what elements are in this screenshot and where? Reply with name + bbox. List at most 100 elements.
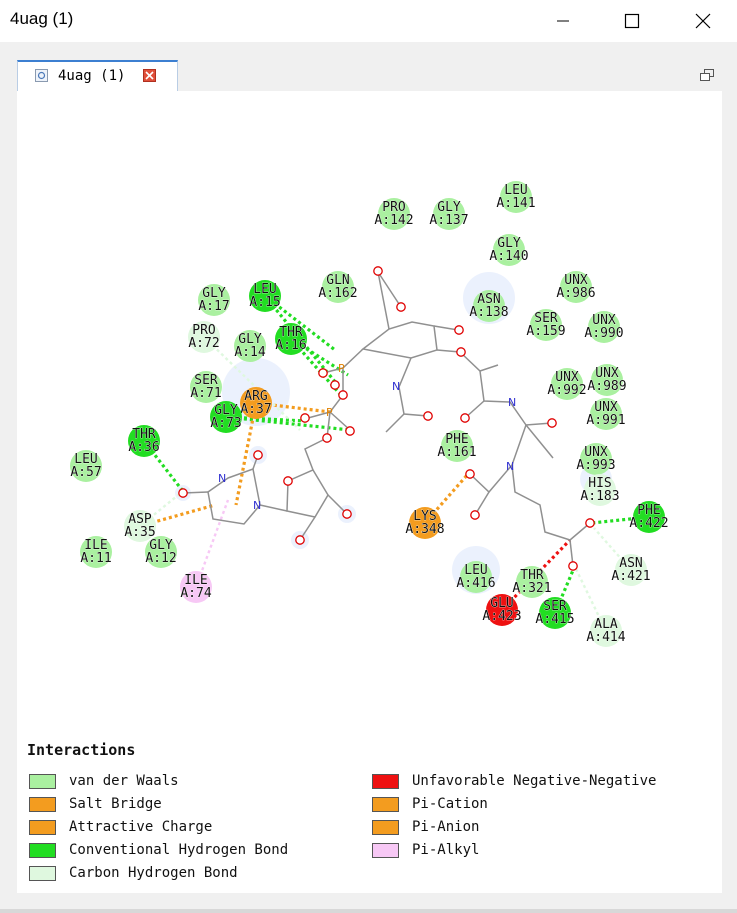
phosphorus-atom: P [326, 406, 333, 419]
nitrogen-atom: N [392, 380, 400, 393]
residue-name: SER [534, 311, 558, 326]
legend-item: Carbon Hydrogen Bond [29, 864, 238, 882]
nitrogen-atom: N [508, 396, 516, 409]
residue-number: A:183 [580, 489, 619, 504]
tab-4uag[interactable]: 4uag (1) [17, 60, 178, 91]
tab-close-button[interactable] [143, 69, 156, 82]
residue-number: A:137 [429, 213, 468, 228]
residue-number: A:12 [145, 551, 176, 566]
legend-item: Pi-Anion [372, 818, 479, 836]
legend-swatch [29, 773, 56, 789]
residue-number: A:993 [576, 458, 615, 473]
residue-name: ASN [477, 292, 500, 307]
window-titlebar: 4uag (1) [0, 0, 737, 42]
minimize-button[interactable] [540, 0, 586, 42]
oxygen-atom [585, 518, 595, 528]
close-icon [695, 13, 711, 29]
close-icon [145, 71, 154, 80]
oxygen-atom [470, 510, 480, 520]
residue-disc [128, 425, 160, 457]
oxygen-atom [342, 509, 352, 519]
residue-disc [80, 536, 112, 568]
oxygen-atom [338, 390, 348, 400]
residue-name: LYS [413, 509, 436, 524]
residue-number: A:159 [526, 324, 565, 339]
oxygen-atom [295, 535, 305, 545]
close-button[interactable] [680, 0, 726, 42]
residue-number: A:16 [275, 338, 306, 353]
residue-name: ILE [84, 538, 107, 553]
residue-name: PHE [637, 503, 660, 518]
residue-number: A:416 [456, 576, 495, 591]
residue-name: GLY [149, 538, 173, 553]
legend-item: Salt Bridge [29, 795, 162, 813]
residue-name: PRO [192, 323, 216, 338]
residue-name: ARG [244, 389, 268, 404]
legend-swatch [372, 796, 399, 812]
residue-number: A:161 [437, 445, 476, 460]
residue-disc [210, 401, 242, 433]
phosphorus-atom: P [338, 362, 345, 375]
residue-disc [516, 566, 548, 598]
residue-disc [473, 290, 505, 322]
residue-disc [588, 311, 620, 343]
document-icon [35, 69, 48, 82]
residue-disc [460, 561, 492, 593]
residue-number: A:57 [70, 465, 101, 480]
oxygen-atom [300, 413, 310, 423]
residue-number: A:142 [374, 213, 413, 228]
residue-disc [584, 474, 616, 506]
residue-name: THR [520, 568, 544, 583]
residue-disc [275, 323, 307, 355]
oxygen-atom [465, 469, 475, 479]
restore-panel-icon[interactable] [700, 69, 714, 81]
residue-name: UNX [594, 400, 618, 415]
window-title: 4uag (1) [10, 9, 74, 28]
maximize-button[interactable] [609, 0, 655, 42]
oxygen-atom [253, 450, 263, 460]
residue-name: GLY [497, 236, 521, 251]
oxygen-atom [423, 411, 433, 421]
residue-number: A:415 [535, 612, 574, 627]
oxygen-atom [396, 302, 406, 312]
nitrogen-atom: N [506, 460, 514, 473]
